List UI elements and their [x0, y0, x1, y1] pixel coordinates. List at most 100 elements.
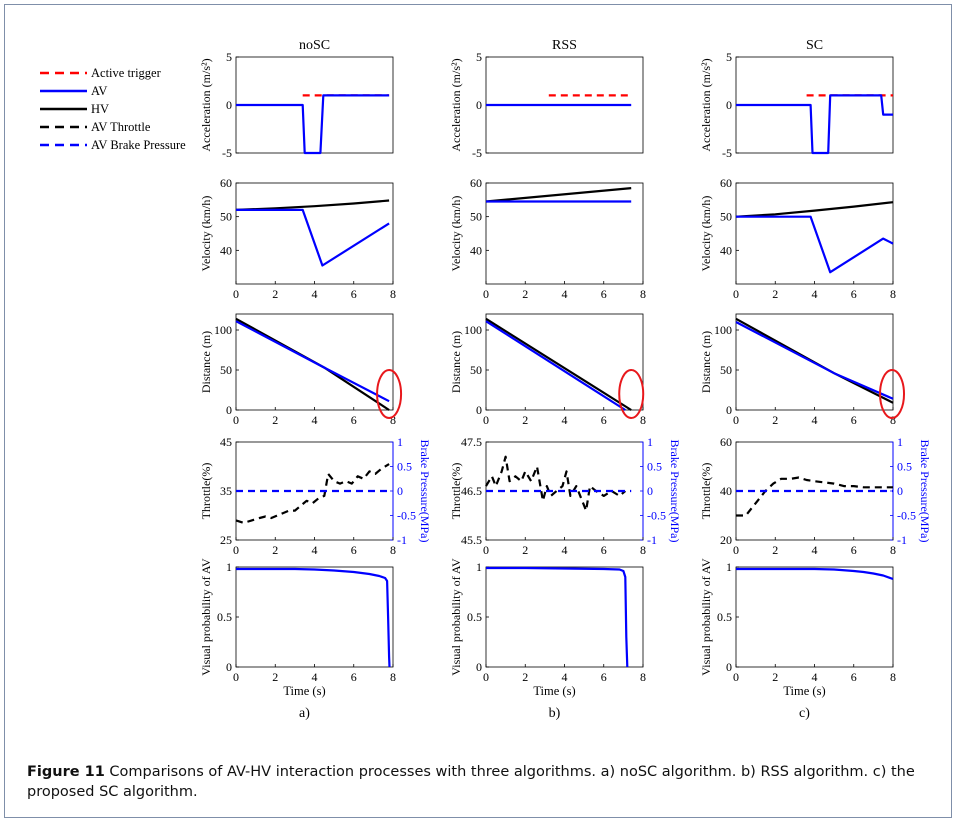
- subplot-RSS-acceleration: -5 0 5 Acceleration (m/s²): [449, 50, 644, 160]
- axes-box: [235, 566, 394, 668]
- x-tick-label: 4: [312, 413, 318, 427]
- series-line-av: [236, 94, 390, 155]
- y-tick-label: 25: [220, 533, 232, 547]
- series-line-av: [235, 320, 390, 403]
- subplot-SC-visual: 0 0.5 1 0 2 4 6 8 Visual probability of AV: [699, 558, 896, 684]
- y-tick-label: 60: [220, 176, 232, 190]
- series-line-av: [236, 208, 390, 267]
- series-line-av: [736, 567, 894, 581]
- subplot-SC-velocity: 40 50 60 0 2 4 6 8 Velocity (km/h): [699, 176, 896, 301]
- x-tick-label: 4: [812, 413, 818, 427]
- y-axis-label: Throttle(%): [699, 463, 713, 520]
- x-tick-label: 2: [272, 287, 278, 301]
- y2-tick-label: 1: [397, 435, 403, 449]
- x-tick-label: 0: [483, 543, 489, 557]
- y-axis-label: Distance (m): [449, 331, 463, 393]
- x-tick-label: 0: [233, 413, 239, 427]
- x-tick-label: 6: [351, 413, 357, 427]
- x-tick-label: 0: [733, 287, 739, 301]
- x-tick-label: 4: [812, 670, 818, 684]
- x-tick-label: 4: [312, 543, 318, 557]
- x-tick-label: 8: [890, 413, 896, 427]
- subplot-noSC-visual: 0 0.5 1 0 2 4 6 8 Visual probability of AV: [199, 558, 396, 684]
- x-axis-label: Time (s): [533, 684, 575, 698]
- x-tick-label: 4: [562, 670, 568, 684]
- x-tick-label: 8: [890, 287, 896, 301]
- y-tick-label: 50: [470, 363, 482, 377]
- y2-tick-label: 1: [897, 435, 903, 449]
- x-tick-label: 8: [640, 670, 646, 684]
- x-tick-label: 6: [851, 413, 857, 427]
- series-line-av: [735, 321, 894, 400]
- y-tick-label: 100: [214, 323, 232, 337]
- series-line-av: [485, 320, 626, 411]
- y2-tick-label: 0.5: [397, 460, 412, 474]
- series-line-hv: [735, 201, 894, 218]
- caption-label: Figure 11: [27, 764, 105, 780]
- y-tick-label: 45.5: [461, 533, 482, 547]
- y-axis-label: Velocity (km/h): [199, 196, 213, 272]
- x-tick-label: 0: [233, 670, 239, 684]
- x-tick-label: 2: [522, 413, 528, 427]
- x-tick-label: 2: [272, 413, 278, 427]
- series-line-hv: [235, 199, 390, 211]
- subplot-RSS-velocity: 40 50 60 0 2 4 6 8 Velocity (km/h): [449, 176, 646, 301]
- x-tick-label: 4: [312, 670, 318, 684]
- x-axis-label: Time (s): [783, 684, 825, 698]
- y-tick-label: 1: [726, 560, 732, 574]
- y-axis-label: Acceleration (m/s²): [199, 58, 213, 151]
- subplot-noSC-acceleration: -5 0 5 Acceleration (m/s²): [199, 50, 394, 160]
- y2-tick-label: -1: [647, 533, 657, 547]
- series-line-av: [736, 94, 893, 155]
- highlight-circle: [879, 369, 906, 419]
- y2-tick-label: -1: [397, 533, 407, 547]
- x-tick-label: 8: [390, 413, 396, 427]
- x-tick-label: 8: [890, 670, 896, 684]
- figure-caption: Figure 11 Comparisons of AV-HV interacti…: [27, 762, 947, 802]
- y-axis-label: Velocity (km/h): [699, 196, 713, 272]
- y-axis-label: Visual probability of AV: [449, 558, 463, 676]
- axes-box: [735, 566, 894, 668]
- x-tick-label: 6: [601, 287, 607, 301]
- y2-axis-label: Brake Pressure(MPa): [668, 440, 682, 543]
- subplot-SC-distance: 0 50 100 0 2 4 6 8 Distance (m): [699, 313, 906, 427]
- y-tick-label: -5: [472, 146, 482, 160]
- y-axis-label: Velocity (km/h): [449, 196, 463, 272]
- y-tick-label: 50: [470, 210, 482, 224]
- y-tick-label: 0: [226, 660, 232, 674]
- axes-box: [485, 566, 644, 668]
- y-tick-label: 0: [226, 98, 232, 112]
- series-line-hv: [485, 187, 632, 203]
- y-tick-label: 50: [720, 210, 732, 224]
- y-tick-label: 45: [220, 435, 232, 449]
- legend-label: AV Brake Pressure: [91, 138, 186, 152]
- x-tick-label: 8: [640, 413, 646, 427]
- y-tick-label: 50: [720, 363, 732, 377]
- x-tick-label: 2: [272, 670, 278, 684]
- series-line-av: [236, 567, 391, 668]
- x-tick-label: 2: [522, 670, 528, 684]
- y2-tick-label: 0.5: [647, 460, 662, 474]
- x-tick-label: 0: [733, 543, 739, 557]
- y-tick-label: 5: [476, 50, 482, 64]
- y-tick-label: 50: [220, 363, 232, 377]
- x-tick-label: 4: [562, 287, 568, 301]
- y-tick-label: 0.5: [217, 610, 232, 624]
- subplot-RSS-throttle: 45.5 46.5 47.5 -1 -0.5 0 0.5 1 0 2 4 6 8 Throttle(%) B…: [449, 435, 682, 557]
- y2-tick-label: -1: [897, 533, 907, 547]
- y-axis-label: Throttle(%): [199, 463, 213, 520]
- series-line-av-throttle: [736, 476, 893, 517]
- x-tick-label: 8: [390, 287, 396, 301]
- x-tick-label: 6: [351, 287, 357, 301]
- x-axis-label: Time (s): [283, 684, 325, 698]
- y-tick-label: 100: [714, 323, 732, 337]
- y-tick-label: 5: [226, 50, 232, 64]
- y-tick-label: 1: [476, 560, 482, 574]
- axes-box: [735, 182, 894, 285]
- x-tick-label: 4: [812, 287, 818, 301]
- y-tick-label: 40: [220, 243, 232, 257]
- y-axis-label: Distance (m): [199, 331, 213, 393]
- y-tick-label: 35: [220, 484, 232, 498]
- y-axis-label: Acceleration (m/s²): [699, 58, 713, 151]
- y-tick-label: 0: [226, 403, 232, 417]
